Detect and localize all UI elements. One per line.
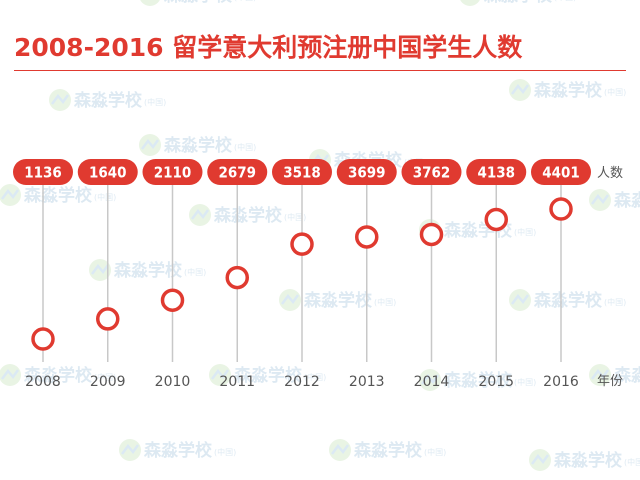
svg-text:(中国): (中国) <box>424 447 446 457</box>
year-label: 2016 <box>543 374 579 390</box>
year-label: 2010 <box>155 374 191 390</box>
value-label: 1136 <box>24 164 62 182</box>
svg-text:森淼学校: 森淼学校 <box>354 440 423 461</box>
value-label: 2679 <box>218 164 256 182</box>
value-pill <box>142 159 203 185</box>
value-label: 4401 <box>542 164 580 182</box>
watermark: 森淼学校(中国) <box>589 189 640 211</box>
svg-text:(中国): (中国) <box>554 0 576 2</box>
svg-text:森淼学校: 森淼学校 <box>114 260 183 281</box>
svg-text:森淼学校: 森淼学校 <box>24 365 93 386</box>
svg-text:(中国): (中国) <box>514 377 536 387</box>
svg-text:(中国): (中国) <box>624 457 640 467</box>
watermark: 森淼学校(中国) <box>460 0 576 6</box>
year-label: 2014 <box>414 374 450 390</box>
svg-text:森淼学校: 森淼学校 <box>614 190 640 211</box>
svg-text:(中国): (中国) <box>284 212 306 222</box>
svg-text:森淼学校: 森淼学校 <box>74 90 143 111</box>
category-axis-label: 年份 <box>597 374 623 389</box>
watermark: 森淼学校(中国) <box>329 439 446 461</box>
watermark: 森淼学校(中国) <box>509 289 626 311</box>
svg-text:森淼学校: 森淼学校 <box>234 365 303 386</box>
watermark: 森淼学校(中国) <box>0 184 116 206</box>
value-label: 3762 <box>413 164 451 182</box>
watermark: 森淼学校(中国) <box>589 364 640 386</box>
watermark: 森淼学校(中国) <box>49 89 166 111</box>
value-pill <box>13 159 73 185</box>
data-point <box>355 225 379 249</box>
watermark: 森淼学校(中国) <box>189 204 306 226</box>
svg-text:森淼学校: 森淼学校 <box>144 440 213 461</box>
value-label: 3518 <box>283 164 321 182</box>
data-point <box>419 222 444 247</box>
data-point <box>225 265 249 290</box>
svg-text:(中国): (中国) <box>304 372 326 382</box>
svg-text:(中国): (中国) <box>214 447 236 457</box>
page-title: 2008-2016 留学意大利预注册中国学生人数 <box>14 33 523 62</box>
watermark: 森淼学校(中国) <box>0 364 116 386</box>
svg-text:(中国): (中国) <box>604 87 626 97</box>
svg-text:森淼学校: 森淼学校 <box>164 0 233 6</box>
value-label: 3699 <box>348 164 386 182</box>
svg-text:森淼学校: 森淼学校 <box>164 135 233 156</box>
svg-text:(中国): (中国) <box>94 372 116 382</box>
marker-layer <box>31 197 573 351</box>
data-point <box>96 307 120 331</box>
value-pill <box>336 159 397 185</box>
watermark: 森淼学校(中国) <box>279 289 396 311</box>
watermark: 森淼学校(中国) <box>140 0 256 6</box>
svg-text:森淼学校: 森淼学校 <box>614 365 640 386</box>
data-point <box>31 327 55 351</box>
data-point <box>484 207 508 232</box>
svg-text:森淼学校: 森淼学校 <box>214 205 283 226</box>
watermark: 森淼学校(中国) <box>529 449 640 471</box>
year-label: 2008 <box>25 374 61 390</box>
value-pill-layer: 1136 1640 2110 2679 3518 3699 3762 4138 4401 <box>13 159 591 185</box>
value-label: 4138 <box>477 164 515 182</box>
data-point <box>290 232 314 256</box>
svg-text:(中国): (中国) <box>514 227 536 237</box>
title-divider <box>14 70 626 71</box>
svg-text:(中国): (中国) <box>144 97 166 107</box>
svg-text:(中国): (中国) <box>234 0 256 2</box>
watermark: 森淼学校(中国) <box>419 369 536 391</box>
svg-text:森淼学校: 森淼学校 <box>534 80 603 101</box>
data-point <box>549 197 573 221</box>
watermark: 森淼学校(中国) <box>119 439 236 461</box>
year-label: 2015 <box>478 374 514 390</box>
value-pill <box>207 159 268 185</box>
value-pill <box>531 159 591 185</box>
year-label: 2011 <box>219 374 255 390</box>
svg-text:森淼学校: 森淼学校 <box>304 290 373 311</box>
watermark: 森淼学校(中国) <box>509 79 626 101</box>
svg-text:(中国): (中国) <box>184 267 206 277</box>
svg-text:森淼学校: 森淼学校 <box>24 185 93 206</box>
value-axis-label: 人数 <box>597 166 623 181</box>
svg-text:森淼学校: 森淼学校 <box>444 370 513 391</box>
svg-text:森淼学校: 森淼学校 <box>554 450 623 471</box>
svg-text:森淼学校: 森淼学校 <box>534 290 603 311</box>
value-pill <box>401 159 462 185</box>
watermark: 森淼学校(中国) <box>89 259 206 281</box>
svg-text:森淼学校: 森淼学校 <box>484 0 553 6</box>
svg-text:(中国): (中国) <box>604 297 626 307</box>
year-label: 2013 <box>349 374 385 390</box>
value-label: 2110 <box>154 164 192 182</box>
value-pill <box>272 159 332 185</box>
svg-text:(中国): (中国) <box>94 192 116 202</box>
value-pill <box>466 159 527 185</box>
watermark: 森淼学校(中国) <box>209 364 326 386</box>
svg-text:(中国): (中国) <box>374 297 396 307</box>
year-label: 2009 <box>90 374 126 390</box>
year-label: 2012 <box>284 374 320 390</box>
svg-text:(中国): (中国) <box>234 142 256 152</box>
year-label-layer: 2008 2009 2010 2011 2012 2013 2014 2015 2016 <box>25 374 579 390</box>
value-label: 1640 <box>89 164 127 182</box>
data-point <box>160 288 185 312</box>
value-pill <box>77 159 138 185</box>
watermark: 森淼学校(中国) <box>139 134 256 156</box>
